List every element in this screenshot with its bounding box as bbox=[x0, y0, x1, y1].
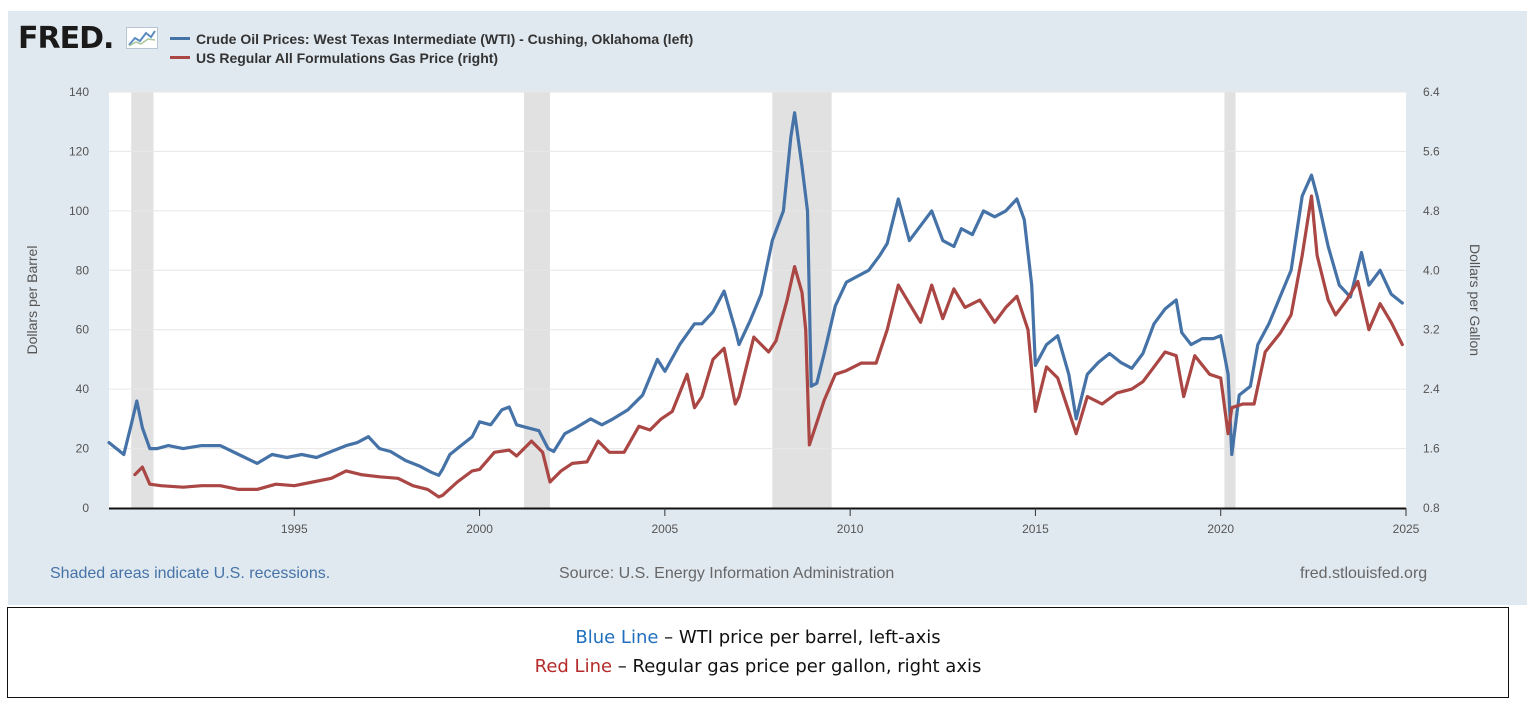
legend-label-gas: US Regular All Formulations Gas Price (r… bbox=[196, 49, 499, 66]
left-axis-ticks: 0 20 40 60 80 100 120 140 bbox=[69, 85, 89, 515]
note-line-blue: Blue Line – WTI price per barrel, left-a… bbox=[8, 623, 1508, 652]
series-lines bbox=[107, 111, 1404, 499]
fred-logo[interactable]: FRED. bbox=[18, 21, 114, 56]
fred-logo-dot: . bbox=[103, 21, 114, 56]
x-tick-label-1995: 1995 bbox=[281, 522, 308, 536]
fred-logo-text: FRED bbox=[18, 21, 104, 56]
left-tick-label-140: 140 bbox=[69, 85, 89, 99]
gas-series-line bbox=[133, 194, 1404, 499]
right-tick-label-3.2: 3.2 bbox=[1423, 323, 1440, 337]
x-tick-label-2015: 2015 bbox=[1022, 522, 1049, 536]
recession-band-3 bbox=[1224, 92, 1236, 508]
note-line-red: Red Line – Regular gas price per gallon,… bbox=[8, 652, 1508, 681]
left-tick-label-60: 60 bbox=[76, 323, 90, 337]
left-tick-label-20: 20 bbox=[76, 442, 90, 456]
x-tick-label-2020: 2020 bbox=[1207, 522, 1234, 536]
chart-sparkline-icon bbox=[126, 27, 158, 49]
wti-series-line bbox=[107, 111, 1404, 477]
x-tick-label-2010: 2010 bbox=[837, 522, 864, 536]
left-axis-label: Dollars per Barrel bbox=[24, 246, 40, 355]
right-tick-label-6.4: 6.4 bbox=[1423, 85, 1440, 99]
chart-legend: Crude Oil Prices: West Texas Intermediat… bbox=[170, 29, 693, 67]
legend-item-gas[interactable]: US Regular All Formulations Gas Price (r… bbox=[170, 48, 693, 67]
explanation-box: Blue Line – WTI price per barrel, left-a… bbox=[7, 607, 1509, 698]
chart-svg: 1995 2000 2005 2010 2015 2020 2025 0 20 40 60 80 10… bbox=[24, 85, 1483, 536]
legend-swatch-gas bbox=[170, 56, 190, 59]
right-axis-ticks: 0.8 1.6 2.4 3.2 4.0 4.8 5.6 6.4 bbox=[1423, 85, 1440, 515]
legend-item-wti[interactable]: Crude Oil Prices: West Texas Intermediat… bbox=[170, 29, 693, 48]
right-tick-label-1.6: 1.6 bbox=[1423, 442, 1440, 456]
right-tick-label-4.8: 4.8 bbox=[1423, 204, 1440, 218]
left-tick-label-80: 80 bbox=[76, 263, 90, 277]
x-tick-label-2000: 2000 bbox=[466, 522, 493, 536]
note-blue-word: Blue Line bbox=[575, 627, 659, 648]
note-red-text: – Regular gas price per gallon, right ax… bbox=[612, 656, 982, 677]
legend-swatch-wti bbox=[170, 37, 190, 40]
right-tick-label-0.8: 0.8 bbox=[1423, 501, 1440, 515]
legend-label-wti: Crude Oil Prices: West Texas Intermediat… bbox=[196, 30, 694, 47]
right-axis-label: Dollars per Gallon bbox=[1467, 244, 1483, 356]
chart-panel: 1995 2000 2005 2010 2015 2020 2025 0 20 40 60 80 10… bbox=[8, 11, 1527, 605]
left-tick-label-0: 0 bbox=[82, 501, 89, 515]
right-tick-label-5.6: 5.6 bbox=[1423, 144, 1440, 158]
note-blue-text: – WTI price per barrel, left-axis bbox=[658, 627, 941, 648]
right-tick-label-2.4: 2.4 bbox=[1423, 382, 1440, 396]
left-tick-label-100: 100 bbox=[69, 204, 89, 218]
left-tick-label-120: 120 bbox=[69, 144, 89, 158]
left-tick-label-40: 40 bbox=[76, 382, 90, 396]
x-axis-ticks: 1995 2000 2005 2010 2015 2020 2025 bbox=[281, 508, 1420, 536]
x-tick-label-2025: 2025 bbox=[1393, 522, 1420, 536]
site-link[interactable]: fred.stlouisfed.org bbox=[1300, 565, 1428, 582]
x-tick-label-2005: 2005 bbox=[652, 522, 679, 536]
recession-note: Shaded areas indicate U.S. recessions. bbox=[50, 565, 331, 582]
note-red-word: Red Line bbox=[534, 656, 613, 677]
source-note: Source: U.S. Energy Information Administ… bbox=[559, 565, 895, 582]
gridlines bbox=[109, 91, 1406, 450]
recession-band-1 bbox=[524, 92, 550, 508]
right-tick-label-4.0: 4.0 bbox=[1423, 263, 1440, 277]
